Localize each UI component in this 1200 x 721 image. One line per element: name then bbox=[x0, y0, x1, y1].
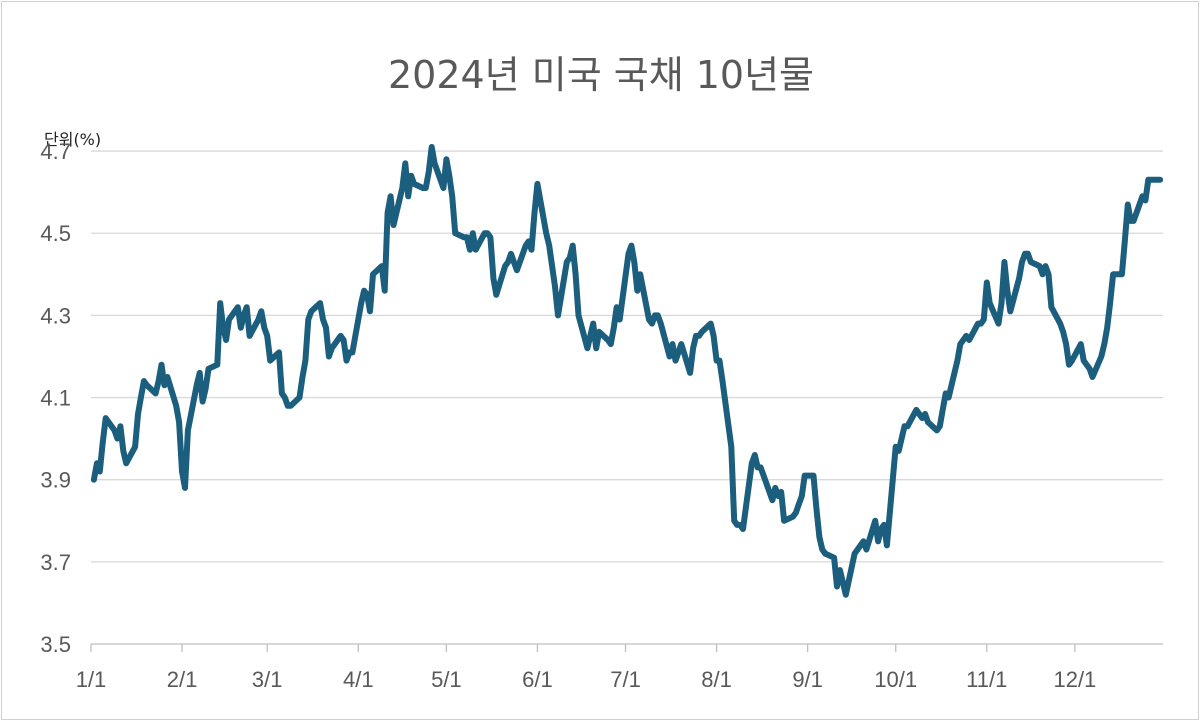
gridlines bbox=[91, 150, 1163, 563]
x-tick-label: 1/1 bbox=[76, 667, 107, 692]
series-layer bbox=[90, 144, 1164, 598]
y-tick-label: 3.9 bbox=[40, 468, 71, 493]
x-tick-label: 4/1 bbox=[343, 667, 374, 692]
x-tick-label: 6/1 bbox=[522, 667, 553, 692]
y-tick-label: 3.5 bbox=[40, 632, 71, 657]
x-tick-label: 7/1 bbox=[610, 667, 641, 692]
unit-label: 단위(%) bbox=[44, 130, 101, 149]
x-axis-ticks: 1/1 2/1 3/1 4/1 5/1 6/1 7/1 8/1 9/1 10/1 11/1 12/1 bbox=[76, 644, 1096, 692]
x-tick-label: 5/1 bbox=[431, 667, 462, 692]
x-tick-label: 3/1 bbox=[252, 667, 283, 692]
y-axis-ticks: 3.5 3.7 3.9 4.1 4.3 4.5 4.7 bbox=[40, 139, 71, 657]
x-tick-label: 10/1 bbox=[874, 667, 917, 692]
y-tick-label: 3.7 bbox=[40, 550, 71, 575]
y-tick-label: 4.7 bbox=[40, 139, 71, 164]
x-tick-label: 12/1 bbox=[1053, 667, 1096, 692]
chart-title: 2024년 미국 국채 10년물 bbox=[388, 53, 814, 97]
x-tick-label: 2/1 bbox=[167, 667, 198, 692]
y-tick-label: 4.5 bbox=[40, 221, 71, 246]
x-tick-label: 11/1 bbox=[966, 667, 1007, 692]
y-tick-label: 4.1 bbox=[40, 386, 71, 411]
x-tick-label: 9/1 bbox=[792, 667, 823, 692]
series-line bbox=[90, 144, 1164, 598]
y-tick-label: 4.3 bbox=[40, 303, 71, 328]
x-tick-label: 8/1 bbox=[701, 667, 732, 692]
